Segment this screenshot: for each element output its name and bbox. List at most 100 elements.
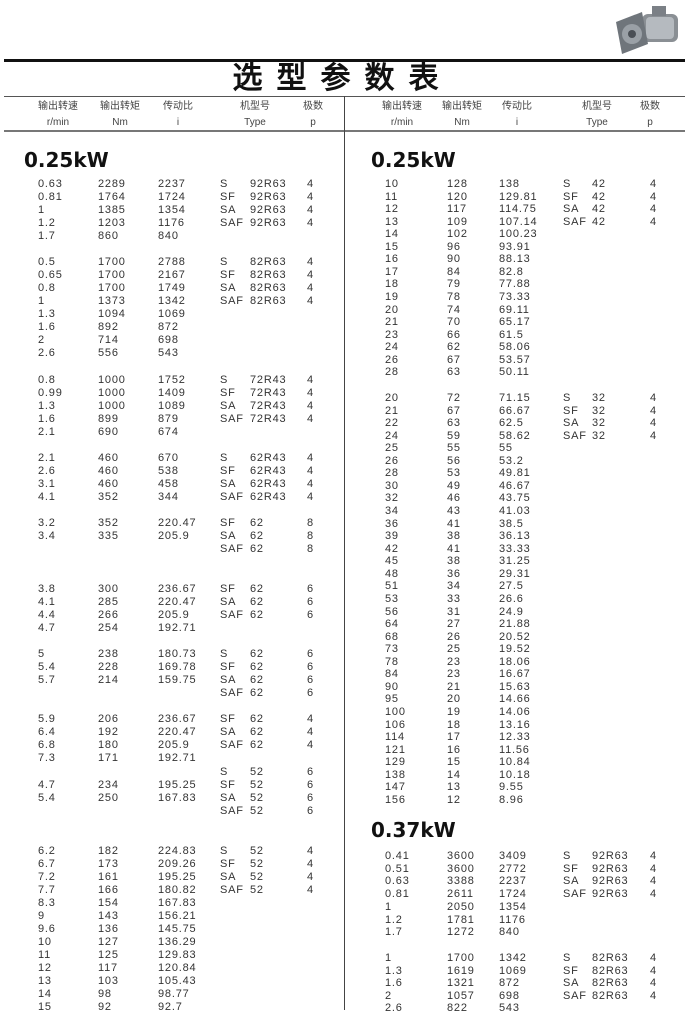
torque-cell: 59 — [447, 429, 461, 442]
header-0-unit: r/min — [46, 117, 70, 128]
torque-cell: 109 — [447, 215, 468, 228]
ratio-cell: 14.06 — [499, 706, 531, 718]
ratio-cell: 24.9 — [499, 605, 524, 618]
ratio-cell: 16.67 — [499, 668, 531, 681]
header-1-cn: 输出转矩 — [100, 101, 140, 112]
ratio-cell: 205.9 — [158, 609, 190, 621]
ratio-cell: 12.33 — [499, 731, 531, 744]
speed-cell: 90 — [385, 680, 399, 693]
ratio-cell: 159.75 — [158, 674, 197, 686]
ratio-cell: 220.47 — [158, 596, 197, 608]
speed-cell: 2.6 — [385, 1002, 403, 1015]
type-cell: SA — [220, 530, 237, 542]
torque-cell: 300 — [98, 583, 119, 595]
model-cell: 62 — [250, 648, 264, 660]
speed-cell: 6.4 — [38, 726, 56, 738]
model-cell: 62 — [250, 543, 264, 555]
torque-cell: 36 — [447, 567, 461, 580]
speed-cell: 1.6 — [38, 321, 56, 333]
torque-cell: 1781 — [447, 913, 475, 926]
ratio-cell: 1752 — [158, 374, 186, 386]
torque-cell: 41 — [447, 517, 461, 530]
ratio-cell: 73.33 — [499, 291, 531, 304]
ratio-cell: 129.83 — [158, 949, 197, 961]
speed-cell: 51 — [385, 580, 399, 593]
model-cell: 52 — [250, 884, 264, 896]
torque-cell: 1000 — [98, 374, 126, 386]
ratio-cell: 543 — [499, 1002, 520, 1015]
ratio-cell: 872 — [499, 977, 520, 990]
torque-cell: 120 — [447, 190, 468, 203]
ratio-cell: 180.82 — [158, 884, 197, 896]
speed-cell: 5.7 — [38, 674, 56, 686]
type-cell: SAF — [220, 491, 244, 503]
poles-cell: 4 — [650, 977, 657, 990]
header-3-unit: Type — [586, 117, 608, 128]
speed-cell: 78 — [385, 655, 399, 668]
ratio-cell: 21.88 — [499, 618, 531, 631]
ratio-cell: 698 — [158, 334, 179, 346]
torque-cell: 892 — [98, 321, 119, 333]
ratio-cell: 195.25 — [158, 779, 197, 791]
type-cell: SA — [563, 977, 580, 990]
ratio-cell: 224.83 — [158, 845, 197, 857]
ratio-cell: 11.56 — [499, 743, 530, 756]
torque-cell: 19 — [447, 706, 461, 718]
ratio-cell: 1354 — [158, 204, 186, 216]
type-cell: SF — [563, 404, 579, 417]
poles-cell: 4 — [307, 295, 314, 307]
model-cell: 62 — [250, 583, 264, 595]
ratio-cell: 19.52 — [499, 643, 531, 656]
speed-cell: 16 — [385, 253, 399, 266]
speed-cell: 5 — [38, 648, 45, 660]
poles-cell: 6 — [307, 779, 314, 791]
model-cell: 42 — [592, 203, 606, 216]
speed-cell: 1.2 — [38, 217, 56, 229]
model-cell: 72R43 — [250, 400, 287, 412]
ratio-cell: 169.78 — [158, 661, 197, 673]
torque-cell: 352 — [98, 517, 119, 529]
ratio-cell: 458 — [158, 478, 179, 490]
torque-cell: 192 — [98, 726, 119, 738]
torque-cell: 33 — [447, 592, 461, 605]
type-cell: S — [563, 850, 572, 862]
type-cell: S — [220, 845, 229, 857]
poles-cell: 4 — [650, 875, 657, 888]
type-cell: SAF — [220, 295, 244, 307]
poles-cell: 4 — [307, 387, 314, 399]
power-heading: 0.37kW — [371, 818, 456, 842]
ratio-cell: 36.13 — [499, 530, 531, 543]
torque-cell: 1272 — [447, 926, 475, 939]
torque-cell: 46 — [447, 492, 461, 505]
ratio-cell: 220.47 — [158, 726, 197, 738]
speed-cell: 1.7 — [385, 926, 403, 939]
header-1-unit: Nm — [112, 117, 128, 128]
model-cell: 42 — [592, 215, 606, 228]
ratio-cell: 69.11 — [499, 303, 530, 316]
model-cell: 82R63 — [592, 977, 629, 990]
speed-cell: 23 — [385, 328, 399, 341]
torque-cell: 166 — [98, 884, 119, 896]
ratio-cell: 879 — [158, 413, 179, 425]
torque-cell: 66 — [447, 328, 461, 341]
speed-cell: 11 — [38, 949, 52, 961]
header-0-cn: 输出转速 — [382, 101, 422, 112]
model-cell: 62 — [250, 661, 264, 673]
speed-cell: 3.2 — [38, 517, 56, 529]
header-2-cn: 传动比 — [163, 101, 193, 112]
gear-motor-image — [616, 6, 678, 54]
torque-cell: 1764 — [98, 191, 126, 203]
poles-cell: 4 — [650, 404, 657, 417]
ratio-cell: 14.66 — [499, 693, 531, 706]
type-cell: SF — [220, 465, 236, 477]
speed-cell: 20 — [385, 392, 399, 404]
poles-cell: 6 — [307, 596, 314, 608]
speed-cell: 3.8 — [38, 583, 56, 595]
model-cell: 52 — [250, 845, 264, 857]
speed-cell: 9 — [38, 910, 45, 922]
ratio-cell: 49.81 — [499, 467, 531, 480]
type-cell: SF — [220, 387, 236, 399]
ratio-cell: 670 — [158, 452, 179, 464]
torque-cell: 15 — [447, 756, 461, 769]
speed-cell: 106 — [385, 718, 406, 731]
